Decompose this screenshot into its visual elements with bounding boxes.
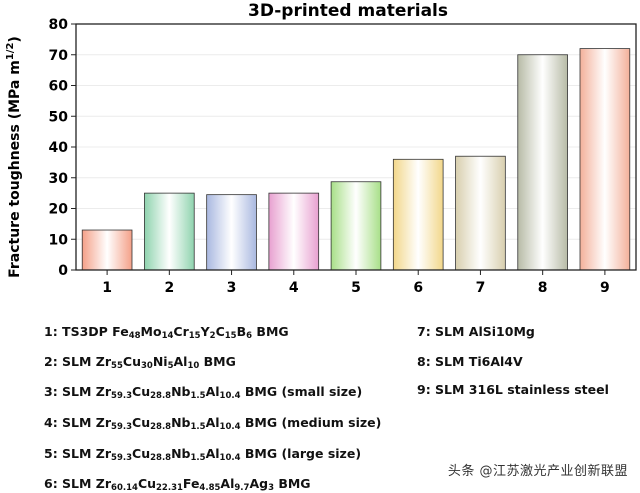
- y-tick-label: 0: [58, 263, 68, 279]
- y-tick-label: 70: [49, 48, 69, 64]
- y-tick-label: 30: [49, 171, 69, 187]
- x-tick-label: 7: [476, 280, 486, 296]
- bar-2: [144, 192, 195, 271]
- x-tick-labels: 1 2 3 4 5 6 7 8 9: [102, 270, 610, 296]
- y-tick-label: 50: [49, 109, 69, 125]
- legend-item: 3: SLM Zr59.3Cu28.8Nb1.5Al10.4 BMG (smal…: [44, 384, 363, 401]
- x-tick-label: 6: [413, 280, 423, 296]
- legend-item: 5: SLM Zr59.3Cu28.8Nb1.5Al10.4 BMG (larg…: [44, 446, 362, 463]
- legend-item: 8: SLM Ti6Al4V: [417, 354, 523, 369]
- bar-8: [517, 54, 568, 271]
- x-tick-label: 4: [289, 280, 299, 296]
- legend-item: 4: SLM Zr59.3Cu28.8Nb1.5Al10.4 BMG (medi…: [44, 415, 382, 432]
- x-tick-label: 9: [600, 280, 610, 296]
- x-tick-label: 1: [102, 280, 112, 296]
- bar-3: [206, 194, 257, 271]
- legend-item: 7: SLM AlSi10Mg: [417, 324, 535, 339]
- x-tick-label: 3: [227, 280, 237, 296]
- y-axis-label: Fracture toughness (MPa m1/2): [5, 36, 23, 278]
- bar-chart: 3D-printed materials Fracture toughness …: [5, 1, 637, 296]
- plot-frame: [75, 23, 637, 271]
- y-tick-label: 10: [49, 232, 69, 248]
- x-tick-label: 8: [538, 280, 548, 296]
- y-tick-labels: 0 10 20 30 40 50 60 70 80: [49, 17, 76, 279]
- x-tick-label: 5: [351, 280, 361, 296]
- bar-6: [392, 158, 444, 271]
- chart-title: 3D-printed materials: [248, 1, 448, 21]
- bar-7: [455, 155, 506, 271]
- bar-5: [330, 181, 382, 271]
- legend-item: 2: SLM Zr55Cu30Ni5Al10 BMG: [44, 354, 236, 371]
- y-tick-label: 20: [49, 202, 69, 218]
- watermark: 头条 @江苏激光产业创新联盟: [447, 464, 628, 479]
- legend-item: 6: SLM Zr60.14Cu22.31Fe4.85Al9.7Ag3 BMG: [44, 476, 311, 493]
- bars: [81, 48, 631, 271]
- legend-right-column: 7: SLM AlSi10Mg 8: SLM Ti6Al4V 9: SLM 316L…: [417, 316, 637, 397]
- bar-4: [268, 192, 320, 271]
- legend-item: 1: TS3DP Fe48Mo14Cr15Y2C15B6 BMG: [44, 324, 289, 341]
- bar-9: [579, 48, 631, 271]
- y-tick-label: 80: [49, 17, 69, 33]
- legend-item: 9: SLM 316L stainless steel: [417, 382, 609, 397]
- y-tick-label: 40: [49, 140, 69, 156]
- legend-left-column: 1: TS3DP Fe48Mo14Cr15Y2C15B6 BMG 2: SLM Z…: [44, 316, 424, 493]
- bar-1: [81, 229, 133, 271]
- y-tick-label: 60: [49, 79, 69, 95]
- x-tick-label: 2: [164, 280, 174, 296]
